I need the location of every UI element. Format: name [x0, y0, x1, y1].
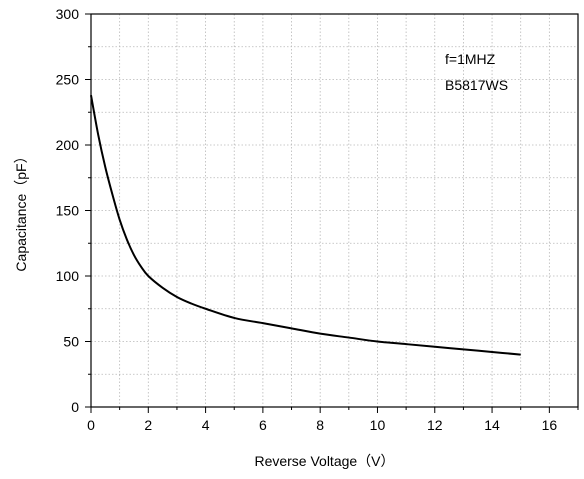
y-tick-label: 50: [63, 334, 79, 350]
x-tick-label: 12: [427, 417, 443, 433]
axis-ticks: [85, 13, 579, 413]
grid: [91, 14, 578, 407]
x-tick-label: 14: [484, 417, 500, 433]
y-tick-label: 200: [56, 137, 80, 153]
y-tick-label: 100: [56, 268, 80, 284]
y-tick-label: 150: [56, 203, 80, 219]
y-tick-label: 0: [71, 399, 79, 415]
x-tick-label: 0: [87, 417, 95, 433]
x-tick-label: 6: [259, 417, 267, 433]
x-tick-label: 8: [316, 417, 324, 433]
tick-labels: 0 2 4 6 8 10 12 14 16 0 50 100 150 200 250 300: [56, 6, 558, 433]
x-tick-label: 2: [144, 417, 152, 433]
x-tick-label: 16: [542, 417, 558, 433]
y-tick-label: 300: [56, 6, 80, 22]
series-line: [90, 95, 521, 356]
annotation-frequency: f=1MHZ: [445, 51, 496, 67]
y-tick-label: 250: [56, 72, 80, 88]
x-axis-title: Reverse Voltage（V）: [254, 453, 394, 469]
annotation-part-number: B5817WS: [445, 77, 508, 93]
x-tick-label: 4: [202, 417, 210, 433]
data-points: [90, 94, 522, 355]
y-axis-title: Capacitance（pF）: [13, 149, 29, 271]
x-tick-label: 10: [370, 417, 386, 433]
